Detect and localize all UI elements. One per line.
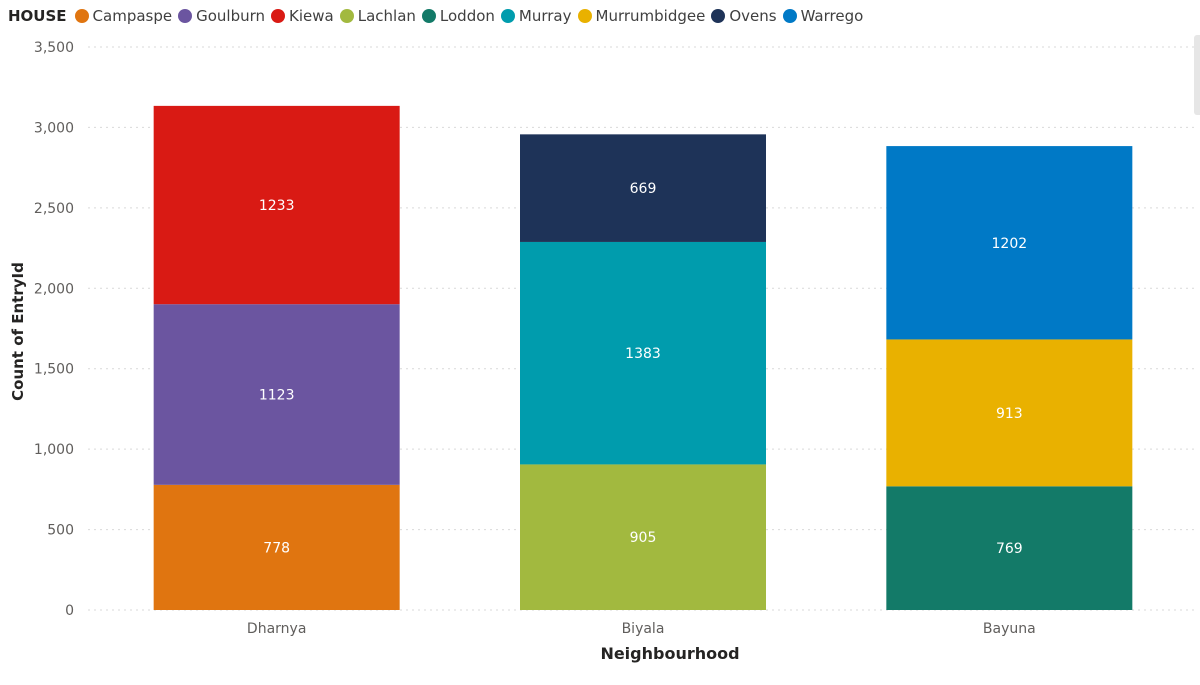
legend-label: Kiewa	[289, 7, 334, 25]
data-label: 1233	[259, 198, 295, 214]
legend-item[interactable]: Campaspe	[74, 7, 173, 25]
legend-marker	[577, 9, 592, 23]
legend-label: Loddon	[439, 7, 495, 25]
data-label: 913	[996, 406, 1023, 422]
y-tick-label: 2,500	[34, 201, 74, 217]
bar-segment	[153, 304, 400, 485]
legend-item[interactable]: Goulburn	[178, 7, 265, 25]
x-tick-label: Dharnya	[247, 621, 306, 637]
legend-label: Warrego	[800, 7, 864, 25]
legend-label: Campaspe	[92, 7, 173, 25]
bar-segment	[886, 146, 1133, 340]
legend-item[interactable]: Warrego	[782, 7, 864, 25]
data-label: 778	[263, 540, 290, 556]
data-label: 1123	[259, 388, 295, 404]
legend-marker	[339, 9, 354, 23]
legend-item[interactable]: Murray	[500, 7, 572, 25]
x-tick-label: Biyala	[622, 621, 665, 637]
panel-edge-handle	[1194, 35, 1200, 115]
y-tick-label: 3,000	[34, 120, 74, 136]
legend-item[interactable]: Kiewa	[271, 7, 334, 25]
legend-item[interactable]: Lachlan	[339, 7, 416, 25]
legend-marker	[421, 9, 436, 23]
y-axis-title: Count of EntryId	[9, 262, 27, 401]
bar-segment	[520, 241, 766, 465]
legend-label: Ovens	[729, 7, 777, 25]
bar-segment	[886, 486, 1133, 610]
legend-marker	[271, 9, 286, 23]
legend-marker	[74, 9, 89, 23]
x-axis-title: Neighbourhood	[600, 644, 739, 663]
legend-item[interactable]: Loddon	[421, 7, 495, 25]
legend-label: Goulburn	[196, 7, 266, 25]
bar-segment	[520, 134, 766, 242]
legend-label: Lachlan	[357, 7, 416, 25]
data-label: 769	[996, 541, 1023, 557]
data-label: 1202	[992, 236, 1028, 252]
legend-item[interactable]: Murrumbidgee	[577, 7, 706, 25]
bar-segment	[520, 464, 766, 610]
x-tick-label: Bayuna	[983, 621, 1036, 637]
legend-marker	[178, 9, 193, 23]
legend-marker	[711, 9, 726, 23]
legend-label: Murray	[518, 7, 572, 25]
y-tick-label: 3,500	[34, 40, 74, 56]
bar-segment	[153, 484, 400, 610]
y-tick-label: 1,500	[34, 362, 74, 378]
legend-marker	[500, 9, 515, 23]
bar-segment	[153, 105, 400, 305]
data-label: 1383	[625, 346, 661, 362]
y-tick-label: 1,000	[34, 442, 74, 458]
data-label: 905	[630, 530, 657, 546]
y-tick-label: 0	[65, 603, 74, 619]
legend-title: HOUSE	[8, 7, 67, 25]
y-tick-label: 500	[47, 523, 74, 539]
legend-label: Murrumbidgee	[595, 7, 706, 25]
data-label: 669	[630, 181, 657, 197]
y-tick-label: 2,000	[34, 281, 74, 297]
legend-item[interactable]: Ovens	[711, 7, 777, 25]
bar-segment	[886, 339, 1133, 487]
chart-legend: HOUSE Campaspe Goulburn Kiewa Lachlan Loddon…	[8, 4, 869, 28]
legend-marker	[782, 9, 797, 23]
